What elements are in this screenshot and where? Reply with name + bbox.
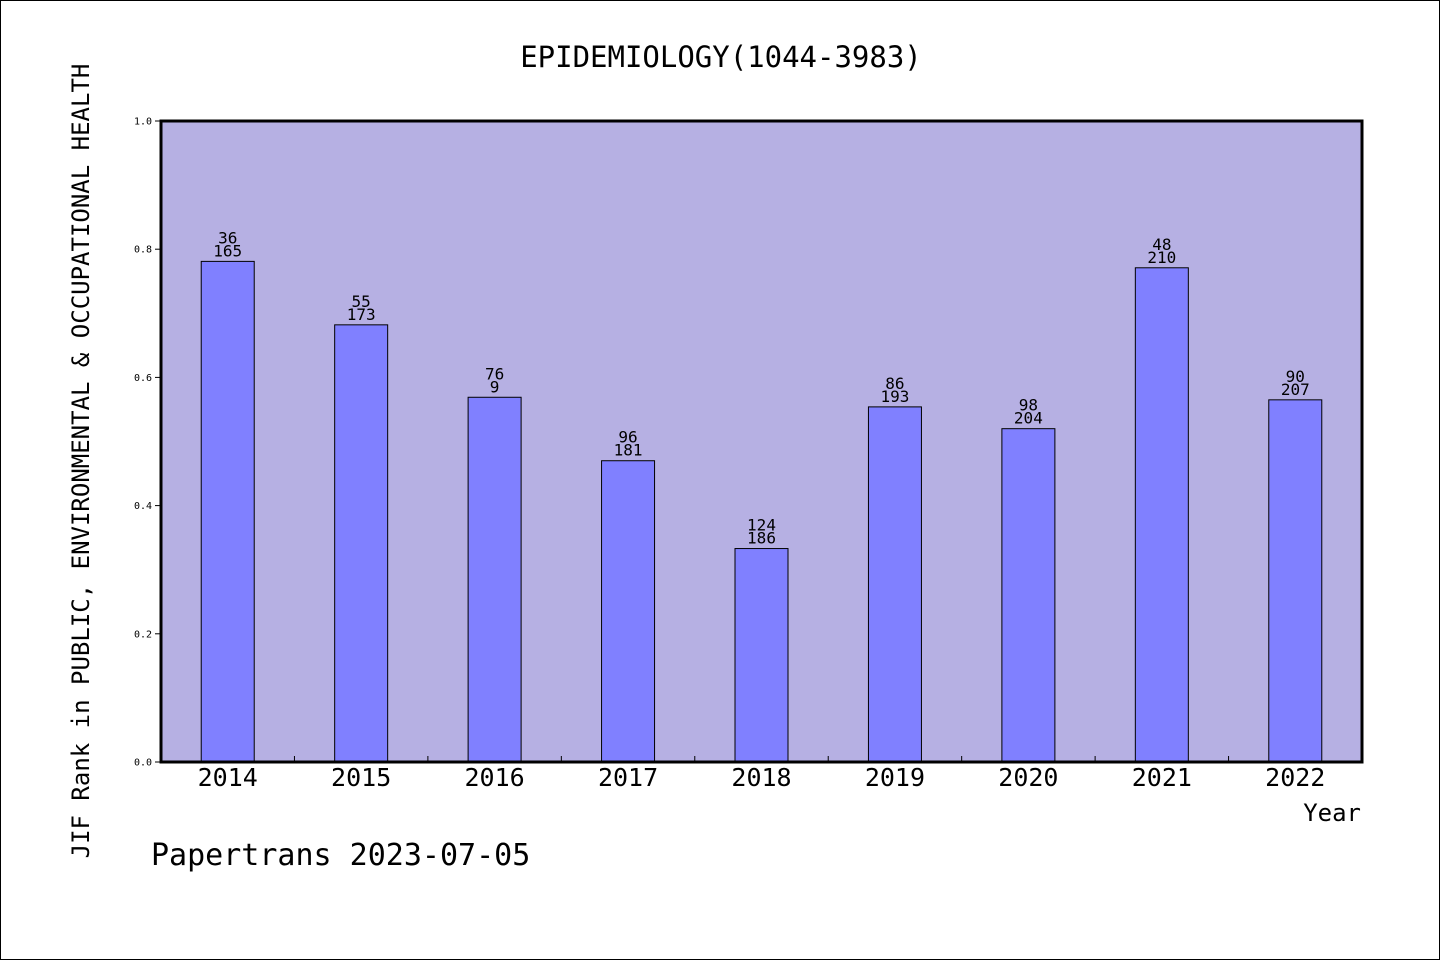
bar-total-label-2016: 9 xyxy=(490,377,500,396)
bar-total-label-2022: 207 xyxy=(1281,380,1310,399)
bar-rank-label-2020: 98 xyxy=(1019,396,1038,415)
chart-title: EPIDEMIOLOGY(1044-3983) xyxy=(520,40,922,74)
x-tick-label-2017: 2017 xyxy=(598,763,658,792)
y-axis-label: JIF Rank in PUBLIC, ENVIRONMENTAL & OCCU… xyxy=(67,64,95,859)
footer-credit: Papertrans 2023-07-05 xyxy=(151,838,530,873)
plot-border xyxy=(159,119,1364,764)
x-tick-label-2015: 2015 xyxy=(331,763,391,792)
bar-2022 xyxy=(1268,399,1323,763)
x-tick-label-2018: 2018 xyxy=(731,763,791,792)
bar-2019 xyxy=(867,406,922,763)
x-tick-label-2014: 2014 xyxy=(198,763,258,792)
bar-total-label-2019: 193 xyxy=(880,387,909,406)
bar-2016 xyxy=(467,396,522,763)
bar-total-label-2014: 165 xyxy=(213,241,242,260)
y-tick-label-0.6: 0.6 xyxy=(134,373,152,384)
bar-2014 xyxy=(200,260,255,763)
bar-2018 xyxy=(734,548,789,763)
y-tick-label-0.4: 0.4 xyxy=(134,501,152,512)
bar-2021 xyxy=(1134,267,1189,763)
bar-rank-label-2018: 124 xyxy=(747,516,776,535)
bars-layer xyxy=(200,260,1323,763)
bar-rank-label-2015: 55 xyxy=(352,292,371,311)
bar-2017 xyxy=(601,460,656,763)
x-tick-label-2021: 2021 xyxy=(1132,763,1192,792)
bar-total-label-2020: 204 xyxy=(1014,409,1043,428)
x-axis: 2014 2015 2016 2017 2018 2019 2020 2021 2022 xyxy=(198,756,1325,792)
bar-rank-label-2014: 36 xyxy=(218,228,237,247)
bar-rank-label-2016: 76 xyxy=(485,364,504,383)
bar-total-label-2021: 210 xyxy=(1147,248,1176,267)
x-tick-label-2016: 2016 xyxy=(465,763,525,792)
x-tick-label-2019: 2019 xyxy=(865,763,925,792)
y-tick-label-0.0: 0.0 xyxy=(134,758,152,769)
bar-total-label-2018: 186 xyxy=(747,529,776,548)
y-tick-label-0.2: 0.2 xyxy=(134,629,152,640)
x-tick-label-2020: 2020 xyxy=(998,763,1058,792)
y-axis: 0.0 0.2 0.4 0.6 0.8 1.0 xyxy=(134,117,161,769)
bar-rank-label-2022: 90 xyxy=(1286,367,1305,386)
bar-total-label-2017: 181 xyxy=(614,441,643,460)
bar-rank-label-2021: 48 xyxy=(1152,235,1171,254)
bar-rank-label-2019: 86 xyxy=(885,374,904,393)
y-tick-label-0.8: 0.8 xyxy=(134,245,152,256)
x-tick-label-2022: 2022 xyxy=(1265,763,1325,792)
bar-2020 xyxy=(1001,428,1056,763)
bar-2015 xyxy=(334,324,389,763)
y-tick-label-1.0: 1.0 xyxy=(134,117,152,128)
bar-total-label-2015: 173 xyxy=(347,305,376,324)
x-axis-label: Year xyxy=(1303,799,1361,827)
bar-rank-label-2017: 96 xyxy=(618,428,637,447)
